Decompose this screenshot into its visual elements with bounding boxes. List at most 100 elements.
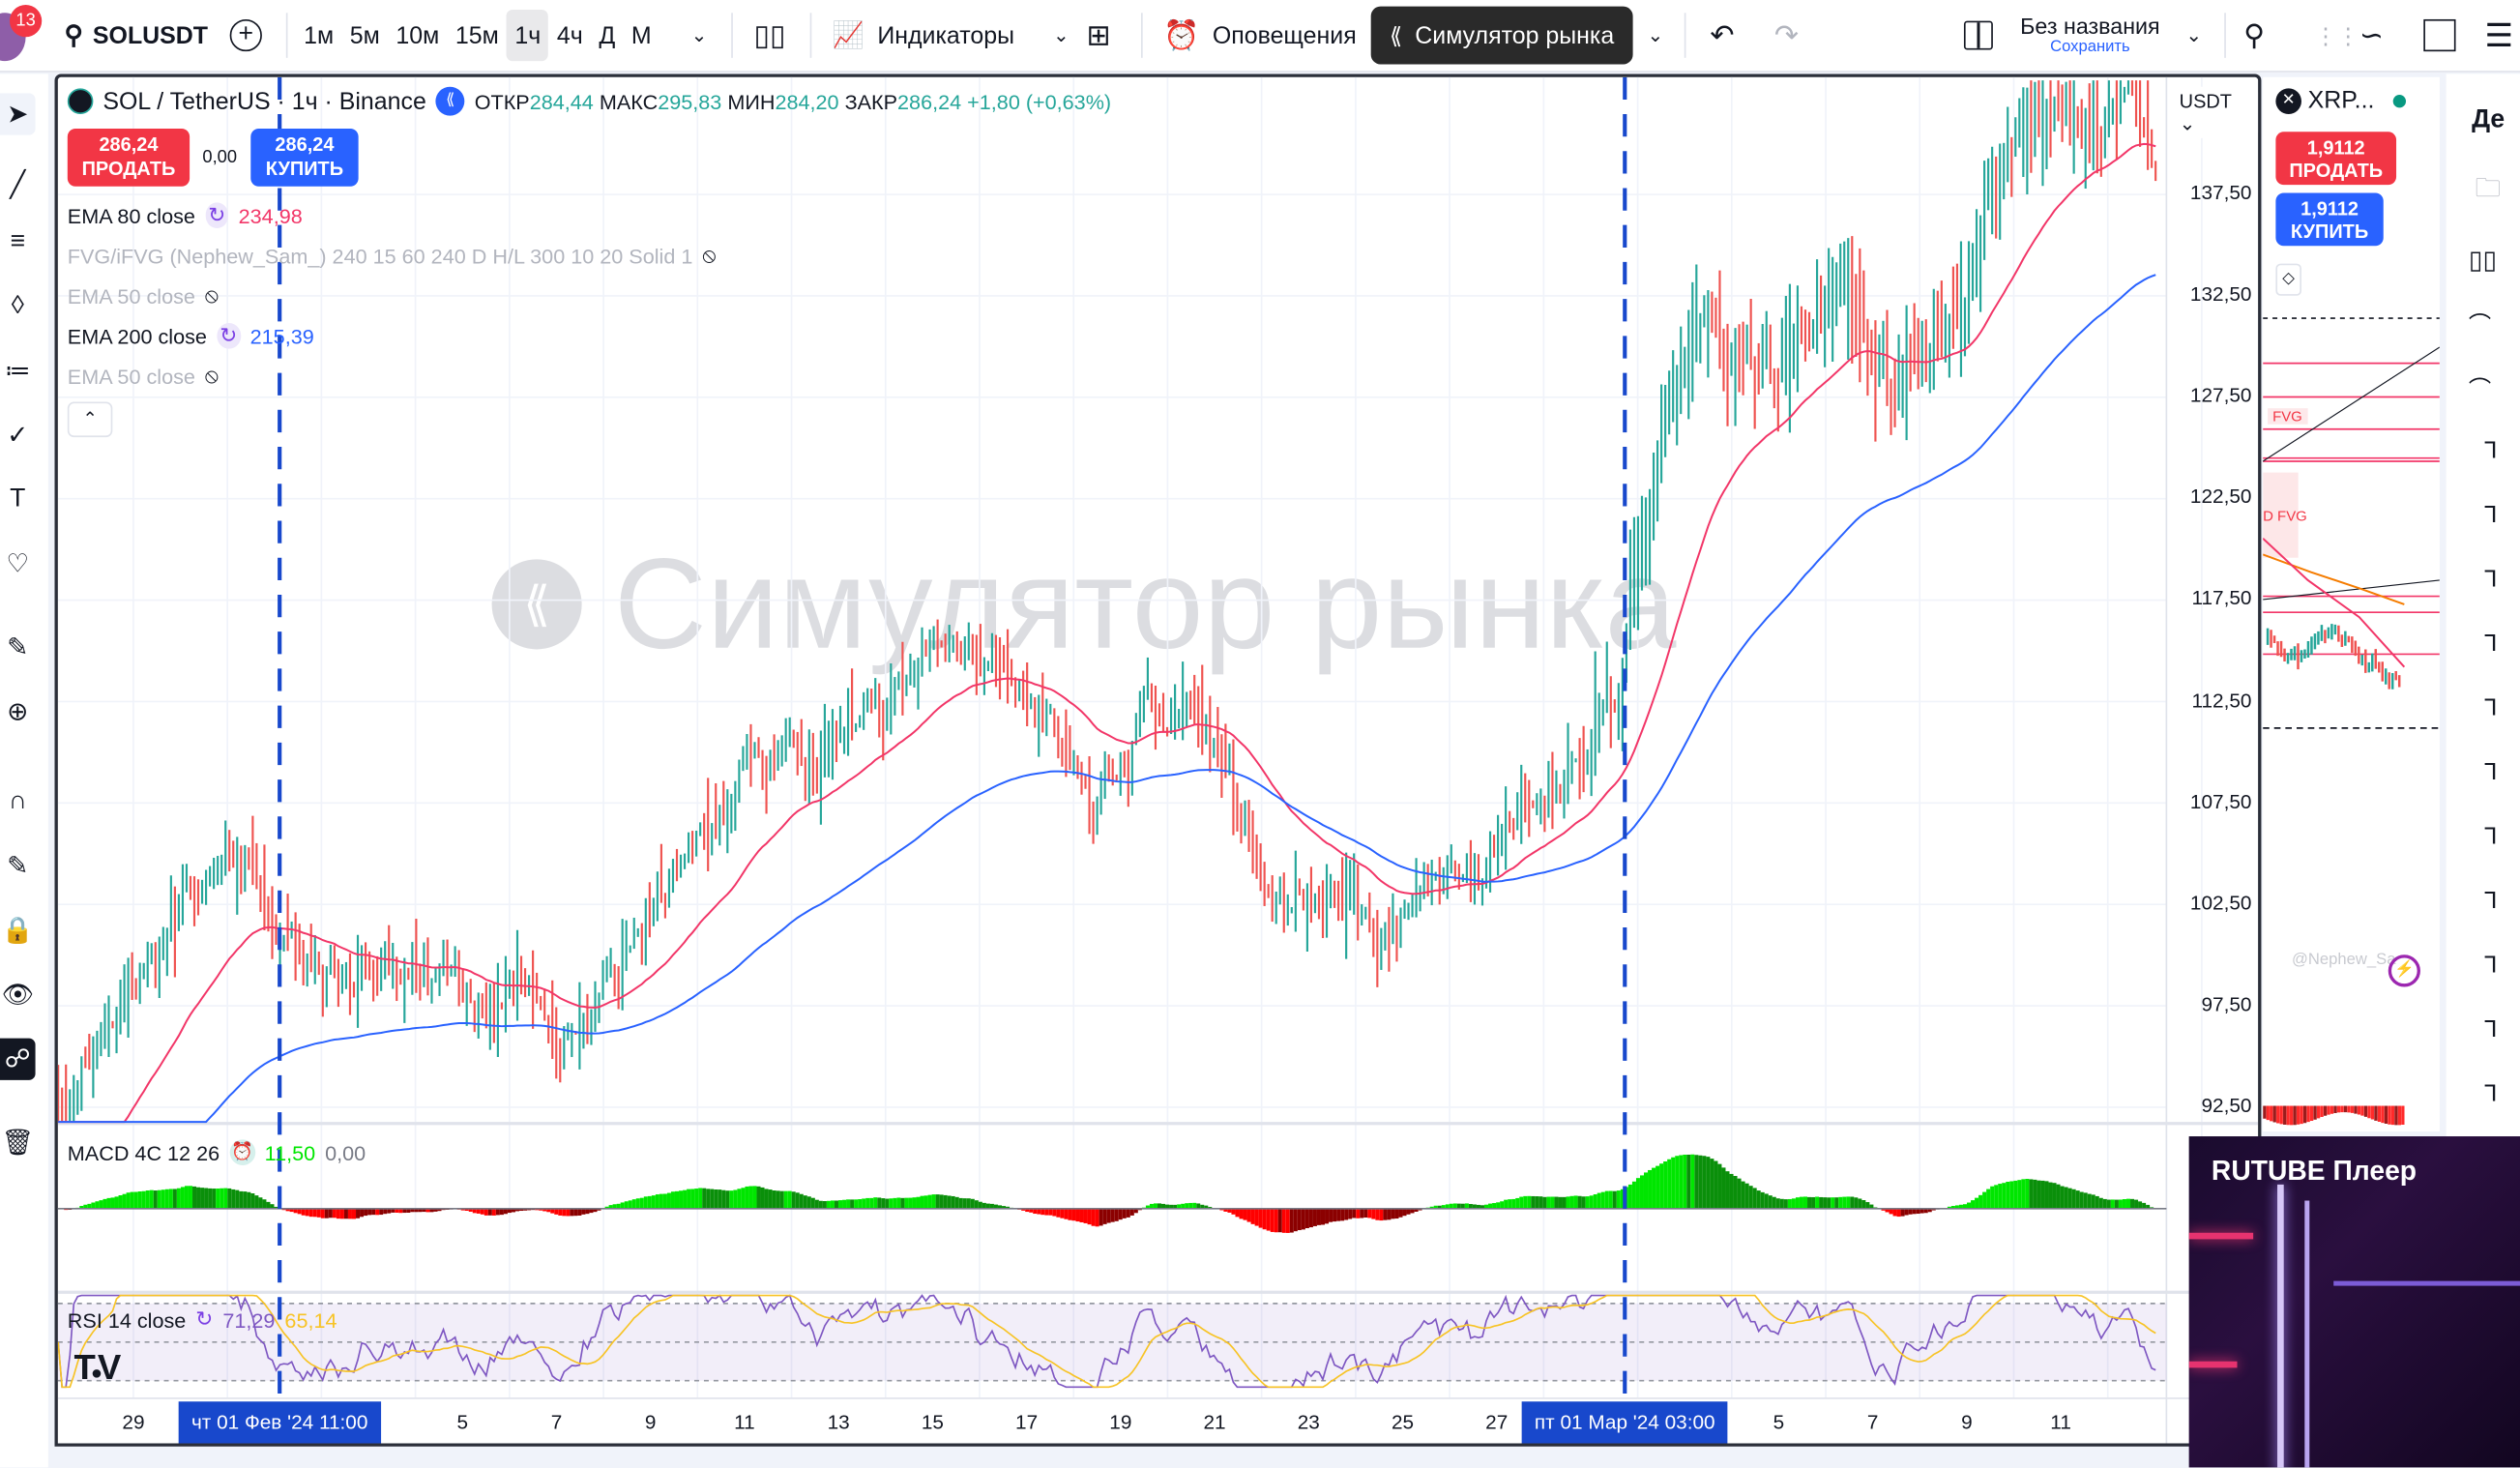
price-label: 122,50 [2189,485,2252,509]
indicator-legend-row[interactable]: EMA 80 close ↻ 234,98 [68,202,303,229]
indicator-label: EMA 200 close [67,323,207,348]
lock-icon[interactable]: 🔒 [1,918,34,946]
ruler-tool[interactable]: ✎ [7,634,29,662]
timeframe-dropdown[interactable]: ⌄ [690,23,708,47]
lightning-icon[interactable]: ⚡ [2388,954,2420,987]
cursor-tool[interactable]: ➤ [0,93,36,135]
sell-price: 286,24 [99,132,159,157]
fullscreen-button[interactable] [2423,10,2456,61]
indicator-label: FVG/iFVG (Nephew_Sam_) 240 15 60 240 D H… [67,243,693,268]
indicator-legend-row[interactable]: EMA 50 close ⦸ [68,364,219,390]
indicator-legend-row[interactable]: FVG/iFVG (Nephew_Sam_) 240 15 60 240 D H… [68,243,717,269]
timeframe-4[interactable]: 1ч [507,9,549,62]
alert-item-icon[interactable]: ⌒ [2468,375,2492,402]
timeframe-3[interactable]: 15м [454,21,499,49]
alert-item-icon[interactable]: ⅂ [2484,437,2498,463]
alert-item-icon[interactable]: ⌒ [2468,311,2492,338]
timeframe-6[interactable]: Д [599,21,616,49]
projection-tool[interactable]: ≔ [4,358,31,386]
layout-split-button[interactable] [1963,10,1993,61]
xrp-header[interactable]: ✕ XRP... [2275,87,2407,114]
indicator-legend-row[interactable]: EMA 50 close ⦸ [68,283,219,309]
save-link[interactable]: Сохранить [2050,38,2130,57]
xrp-buy-button[interactable]: 1,9112 КУПИТЬ [2275,192,2384,247]
timeframe-2[interactable]: 10м [396,21,440,49]
alert-item-icon[interactable]: ⅂ [2484,693,2498,720]
replay-icon[interactable]: ⟪ [435,86,465,116]
candles-icon[interactable]: ▯▯ [2468,247,2498,276]
trash-icon[interactable]: 🗑 [1,1130,35,1158]
link-tool[interactable]: ☍ [0,1038,36,1080]
collapse-legend-button[interactable]: ⌃ [67,401,113,438]
alert-item-icon[interactable]: ⅂ [2484,1015,2498,1042]
hide-drawings-tool[interactable]: 👁 [1,982,35,1010]
zoom-in-tool[interactable]: ⊕ [7,698,29,727]
main-chart[interactable]: ⟪ Симулятор рынка SOL / TetherUS · 1ч · … [54,73,2262,1447]
text-tool[interactable]: T [10,484,26,514]
chart-canvas[interactable] [57,76,2259,1444]
timeframe-0[interactable]: 1м [304,21,335,49]
indicators-button[interactable]: 📈 Индикаторы ⌄ [833,10,1070,61]
xrp-sell-price: 1,9112 [2306,136,2365,160]
layout-dropdown[interactable]: ⌄ [2185,23,2203,47]
symbol-title[interactable]: SOL / TetherUS · 1ч · Binance [103,87,426,115]
templates-button[interactable]: ⊞ [1087,10,1111,61]
alarm-icon[interactable]: ⏰ [229,1139,255,1165]
layers-icon[interactable]: ◇ [2275,263,2301,296]
symbol-label: SOLUSDT [92,21,209,49]
eye-off-icon[interactable]: ⦸ [204,282,220,308]
refresh-icon[interactable]: ↻ [216,323,241,349]
alert-item-icon[interactable]: ⅂ [2484,822,2498,849]
compare-symbol-button[interactable]: + [229,10,262,61]
alert-item-icon[interactable]: ⅂ [2484,501,2498,528]
menu-button[interactable]: ☰ [2484,18,2514,54]
simulator-dropdown[interactable]: ⌄ [1647,23,1664,47]
crosshair-time-label: пт 01 Мар '24 03:00 [1521,1401,1728,1444]
xrp-sell-button[interactable]: 1,9112 ПРОДАТЬ [2275,132,2397,186]
redo-button[interactable]: ↷ [1773,18,1799,51]
undo-button[interactable]: ↶ [1710,18,1735,51]
alert-item-icon[interactable]: ⅂ [2484,887,2498,914]
eye-off-icon[interactable]: ⦸ [204,363,220,388]
tradingview-logo[interactable]: T●V [73,1346,121,1388]
market-simulator-button[interactable]: ⟪ Симулятор рынка [1370,6,1633,65]
fib-tool[interactable]: ≡ [10,228,26,256]
buy-label: КУПИТЬ [265,157,344,181]
layout-name-button[interactable]: Без названия Сохранить [2020,13,2160,56]
add-folder-icon[interactable]: 🗀 [2475,175,2502,203]
macd-histogram [60,1154,2158,1233]
timeframe-1[interactable]: 5м [349,21,380,49]
magnet-tool[interactable]: ∩ [8,787,27,815]
eye-off-icon[interactable]: ⦸ [702,242,717,267]
currency-selector[interactable]: USDT ⌄ [2173,86,2259,138]
symbol-search-button[interactable]: ⚲ SOLUSDT [64,10,208,61]
lock-drawing-tool[interactable]: ✎ [7,853,29,881]
drag-handle[interactable]: ⋮⋮ [2314,21,2359,48]
quick-search-button[interactable]: ⚲ [2243,10,2265,61]
sell-button[interactable]: 286,24 ПРОДАТЬ [67,128,190,187]
secondary-chart-xrp[interactable]: ✕ XRP... 1,9112 ПРОДАТЬ 1,9112 КУПИТЬ ◇ FV… [2263,76,2440,1132]
brush-tool[interactable]: ✓ [7,423,29,451]
alerts-button[interactable]: ⏰ Оповещения [1163,10,1356,61]
timeframe-7[interactable]: М [630,21,652,49]
alert-item-icon[interactable]: ⅂ [2484,630,2498,657]
refresh-icon[interactable]: ↻ [204,202,229,229]
refresh-icon[interactable]: ↻ [195,1307,214,1332]
alert-item-icon[interactable]: ⅂ [2484,951,2498,978]
favorites-tool[interactable]: ♡ [6,551,30,579]
alert-item-icon[interactable]: ⅂ [2484,1079,2498,1106]
buy-button[interactable]: 286,24 КУПИТЬ [250,128,359,187]
divider [1141,13,1143,58]
alert-item-icon[interactable]: ⅂ [2484,758,2498,785]
rsi-ma-value: 65,14 [284,1307,337,1332]
timeframe-5[interactable]: 4ч [556,21,583,49]
chart-type-button[interactable]: ▯▯ [753,10,785,61]
line-tool[interactable]: ╱ [10,171,26,200]
drawing-tool-button[interactable]: ∽ [2359,18,2384,51]
pattern-tool[interactable]: ◊ [11,292,24,320]
rutube-player[interactable]: RUTUBE Плеер [2188,1136,2520,1468]
alert-item-icon[interactable]: ⅂ [2484,566,2498,592]
search-icon: ⚲ [64,22,83,50]
right-tab[interactable]: Де [2472,105,2505,133]
indicator-legend-row[interactable]: EMA 200 close ↻ 215,39 [68,323,314,349]
